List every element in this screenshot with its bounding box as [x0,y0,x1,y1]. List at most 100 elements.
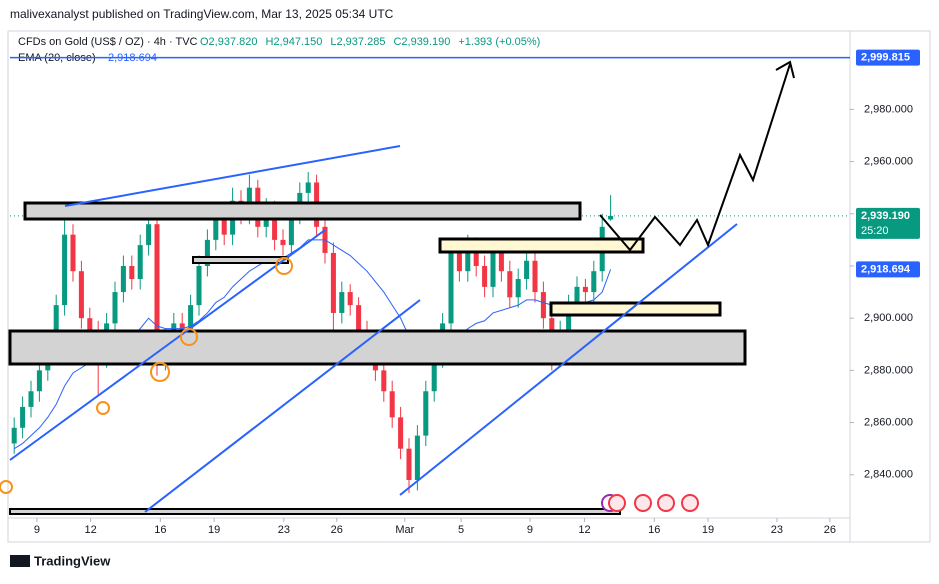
candle-body [204,239,210,266]
candle-body [414,435,420,480]
trend-line [399,223,738,496]
ema-tag [856,261,920,278]
candle-body [398,417,404,449]
candle-body [129,265,135,280]
trend-line [64,145,401,207]
candle-body [490,252,496,287]
x-tick-label: 9 [34,524,40,536]
candle-body [179,323,185,332]
candle-body [288,213,294,246]
candle-body [482,265,488,287]
candle-body [423,391,429,436]
zone [23,201,582,221]
candle-body [272,208,278,240]
level-tag-label: 2,999.815 [861,52,910,64]
zone [9,508,621,515]
x-tick-label: 19 [702,524,714,536]
candle-body [339,292,345,313]
y-tick-label: 2,900.000 [864,312,913,324]
candle-body [574,286,580,306]
candle-body [112,292,118,324]
x-tick-label: 26 [824,524,836,536]
candle-body [515,279,521,298]
candle-body [246,187,252,214]
y-tick-label: 2,860.000 [864,416,913,428]
price-tag [856,207,920,239]
x-tick-label: 12 [85,524,97,536]
projection-path [599,63,791,252]
candle-body [330,252,336,313]
candle-body [524,260,530,280]
y-tick-label: 2,960.000 [864,155,913,167]
candle-body [188,305,194,332]
event-icon[interactable] [608,494,626,512]
candle-body [28,391,34,407]
legend-value: C2,939.190 [393,36,450,48]
legend-value: L2,937.285 [330,36,385,48]
candle-body [389,391,395,418]
zone [438,237,645,254]
legend-value: H2,947.150 [266,36,323,48]
candle-body [11,427,17,444]
legend: CFDs on Gold (US$ / OZ) · 4h · TVC O2,93… [18,36,540,48]
x-tick-label: 12 [578,524,590,536]
event-icon[interactable] [681,494,699,512]
arrow-head [775,60,795,79]
candle-body [280,239,286,246]
marker-circle [150,362,170,382]
candle-body [146,224,152,246]
candle-body [498,252,504,272]
trend-line [144,299,421,513]
price-tags: 2,999.815 2,939.190 25:20 2,918.694 [856,49,920,278]
x-tick-label: 16 [154,524,166,536]
candle-body [456,252,462,272]
x-tick-label: 9 [527,524,533,536]
y-tick-label: 2,880.000 [864,364,913,376]
marker-circle [275,257,293,275]
marker-circle [180,328,198,346]
candle-body [608,215,614,220]
y-tick-label: 2,840.000 [864,469,913,481]
x-tick-label: 23 [278,524,290,536]
candle-body [196,265,202,306]
legend-value: +1.393 (+0.05%) [458,36,540,48]
candle-body [137,245,143,280]
candle-body [465,245,471,272]
candle-body [431,357,437,392]
candle-body [70,234,76,272]
level-tag [856,49,920,66]
logo [10,555,30,567]
x-tick-label: 26 [331,524,343,536]
candle-body [347,292,353,306]
x-tick-label: 23 [771,524,783,536]
candle-body [78,271,84,319]
candle-body [473,245,479,266]
x-tick-label: 19 [208,524,220,536]
drawings [0,60,795,515]
candle-body [154,224,160,360]
trend-line [9,229,326,461]
candle-body [213,218,219,240]
candle-body [448,252,454,324]
event-icon[interactable] [657,494,675,512]
candle-body [36,370,42,392]
footer: TradingView [34,553,111,568]
candle-body [87,318,93,332]
candle-body [540,292,546,319]
candle-body [406,448,412,480]
x-tick-label: 5 [458,524,464,536]
zone [192,256,289,264]
event-icon[interactable] [634,494,652,512]
symbol: CFDs on Gold (US$ / OZ) · 4h · TVC [18,36,198,48]
frame [7,30,931,543]
x-tick-label: 16 [648,524,660,536]
y-tick-label: 2,980.000 [864,103,913,115]
marker-circle [96,401,110,415]
ema-tag-label: 2,918.694 [861,263,911,275]
candle-body [591,271,597,293]
candle-body [532,260,538,293]
candle-body [20,406,26,428]
candle-body [356,305,362,332]
countdown: 25:20 [861,225,889,237]
